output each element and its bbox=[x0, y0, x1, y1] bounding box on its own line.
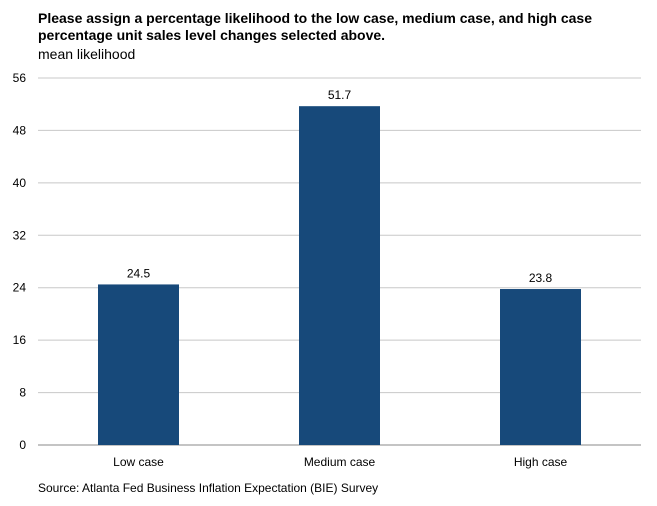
y-tick-label: 56 bbox=[13, 71, 27, 85]
bar-high-case bbox=[500, 289, 581, 445]
y-tick-label: 32 bbox=[13, 228, 27, 242]
bar-medium-case bbox=[299, 106, 380, 445]
y-tick-label: 0 bbox=[19, 438, 26, 452]
y-tick-label: 16 bbox=[13, 333, 27, 347]
data-label: 23.8 bbox=[529, 271, 553, 285]
y-tick-label: 48 bbox=[13, 123, 27, 137]
source-note: Source: Atlanta Fed Business Inflation E… bbox=[38, 481, 379, 495]
chart-title: Please assign a percentage likelihood to… bbox=[38, 10, 592, 43]
y-tick-label: 40 bbox=[13, 176, 27, 190]
y-tick-label: 8 bbox=[19, 386, 26, 400]
chart-subtitle: mean likelihood bbox=[38, 46, 136, 62]
data-label: 24.5 bbox=[127, 266, 151, 280]
data-label: 51.7 bbox=[328, 88, 352, 102]
bar-low-case bbox=[98, 284, 179, 445]
x-tick-label: Medium case bbox=[304, 455, 376, 469]
y-tick-label: 24 bbox=[13, 281, 27, 295]
x-tick-label: Low case bbox=[113, 455, 164, 469]
x-tick-label: High case bbox=[514, 455, 568, 469]
